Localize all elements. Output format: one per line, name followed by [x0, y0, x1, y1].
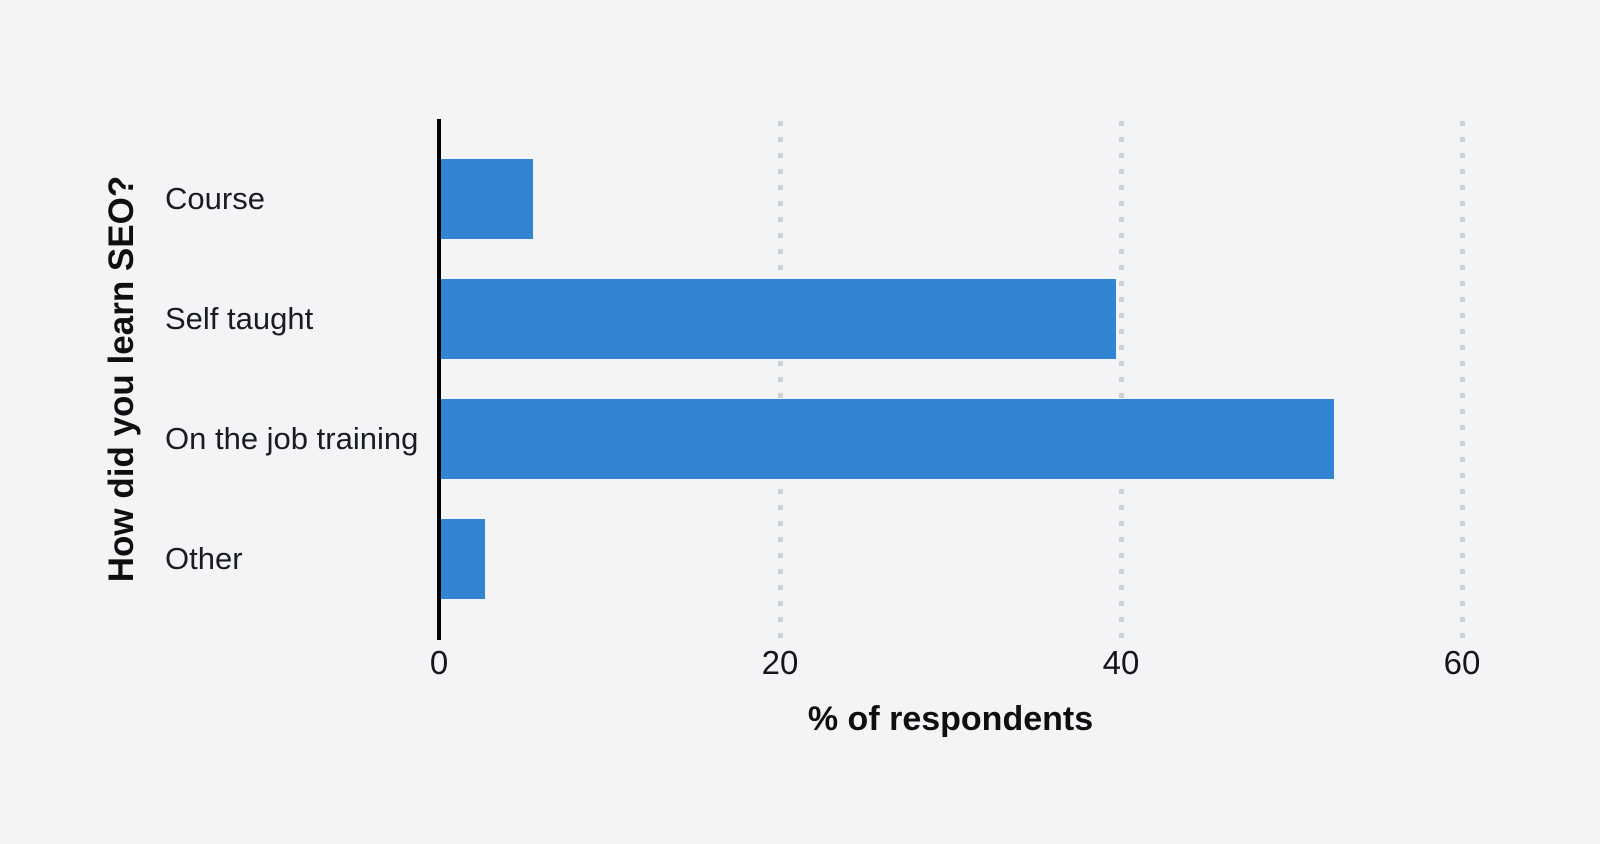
x-tick-label-20: 20 — [761, 644, 799, 681]
x-tick-label-60: 60 — [1443, 644, 1481, 681]
category-label-course: Course — [165, 181, 265, 216]
x-tick-label-40: 40 — [1102, 644, 1140, 681]
zero-axis-line — [437, 119, 441, 640]
bar-self-taught — [441, 279, 1117, 359]
x-axis-title: % of respondents — [807, 700, 1094, 738]
bar-other — [441, 519, 486, 599]
category-label-on-the-job-training: On the job training — [165, 421, 419, 456]
x-tick-label-0: 0 — [429, 644, 449, 681]
gridline-x-60 — [1459, 121, 1465, 638]
bar-course — [441, 159, 534, 239]
bar-on-the-job-training — [441, 399, 1335, 479]
category-label-other: Other — [165, 541, 243, 576]
gridline-x-40 — [1118, 121, 1124, 638]
gridline-x-20 — [777, 121, 783, 638]
category-label-self-taught: Self taught — [165, 301, 314, 336]
y-axis-title: How did you learn SEO? — [102, 175, 141, 583]
